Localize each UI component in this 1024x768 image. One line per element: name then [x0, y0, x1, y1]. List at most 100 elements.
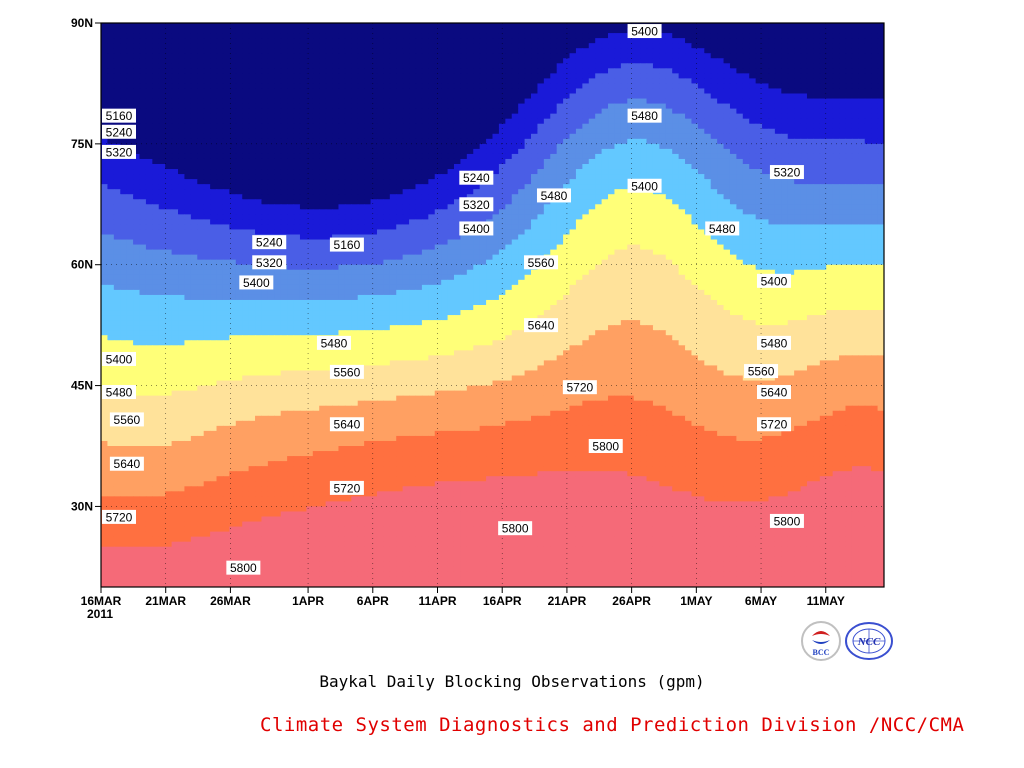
contour-cell — [633, 53, 641, 59]
contour-cell — [312, 209, 320, 215]
contour-cell — [376, 189, 384, 195]
contour-cell — [274, 143, 282, 150]
contour-cell — [672, 138, 680, 145]
contour-cell — [255, 158, 263, 165]
contour-cell — [409, 148, 417, 155]
contour-cell — [608, 78, 616, 85]
contour-cell — [601, 68, 609, 74]
contour-cell — [126, 164, 134, 170]
contour-cell — [659, 73, 667, 79]
contour-cell — [299, 143, 307, 150]
contour-cell — [742, 199, 750, 205]
contour-cell — [255, 53, 263, 59]
contour-cell — [396, 194, 404, 200]
contour-cell — [235, 83, 243, 90]
contour-cell — [595, 224, 603, 231]
contour-cell — [178, 174, 186, 180]
contour-cell — [588, 199, 596, 205]
contour-cell — [864, 108, 872, 115]
contour-cell — [595, 199, 603, 205]
contour-cell — [665, 23, 673, 29]
contour-cell — [441, 158, 449, 165]
contour-cell — [466, 28, 474, 34]
contour-cell — [402, 194, 410, 200]
contour-cell — [543, 184, 551, 190]
contour-cell — [274, 53, 282, 59]
contour-cell — [556, 68, 564, 74]
contour-cell — [242, 88, 250, 95]
contour-cell — [332, 98, 340, 105]
contour-cell — [550, 164, 558, 170]
contour-cell — [299, 38, 307, 44]
contour-cell — [652, 158, 660, 165]
contour-cell — [736, 123, 744, 130]
contour-cell — [518, 53, 526, 59]
contour-cell — [742, 98, 750, 105]
contour-cell — [774, 123, 782, 130]
contour-cell — [762, 33, 770, 39]
contour-cell — [800, 153, 808, 160]
contour-cell — [717, 153, 725, 160]
contour-cell — [216, 43, 224, 49]
contour-cell — [518, 83, 526, 90]
contour-cell — [813, 199, 821, 205]
contour-cell — [498, 194, 506, 200]
contour-cell — [178, 214, 186, 220]
contour-cell — [486, 184, 494, 190]
contour-cell — [794, 219, 802, 226]
contour-cell — [505, 88, 513, 95]
contour-cell — [550, 28, 558, 34]
contour-cell — [787, 179, 795, 185]
contour-cell — [768, 209, 776, 215]
contour-cell — [447, 199, 455, 205]
contour-cell — [319, 214, 327, 220]
contour-cell — [216, 209, 224, 215]
contour-cell — [210, 33, 218, 39]
contour-cell — [274, 103, 282, 110]
contour-cell — [826, 184, 834, 190]
contour-cell — [665, 209, 673, 215]
contour-cell — [685, 169, 693, 175]
contour-cell — [396, 23, 404, 29]
contour-cell — [274, 199, 282, 205]
contour-cell — [774, 68, 782, 74]
contour-cell — [531, 174, 539, 180]
contour-cell — [588, 33, 596, 39]
contour-cell — [575, 28, 583, 34]
contour-cell — [640, 153, 648, 160]
contour-cell — [126, 194, 134, 200]
contour-cell — [492, 164, 500, 170]
contour-cell — [742, 133, 750, 140]
contour-cell — [441, 184, 449, 190]
contour-cell — [158, 48, 166, 54]
contour-cell — [563, 143, 571, 150]
contour-cell — [672, 123, 680, 130]
contour-cell — [447, 133, 455, 140]
contour-cell — [210, 73, 218, 79]
contour-cell — [158, 113, 166, 120]
contour-cell — [319, 199, 327, 205]
contour-cell — [819, 174, 827, 180]
contour-cell — [806, 169, 814, 175]
contour-cell — [832, 164, 840, 170]
contour-cell — [376, 93, 384, 100]
contour-cell — [222, 128, 230, 135]
contour-cell — [229, 209, 237, 215]
contour-cell — [652, 199, 660, 205]
contour-cell — [235, 209, 243, 215]
contour-cell — [717, 164, 725, 170]
contour-cell — [274, 68, 282, 74]
contour-cell — [678, 43, 686, 49]
contour-cell — [685, 209, 693, 215]
contour-cell — [306, 158, 314, 165]
contour-cell — [755, 73, 763, 79]
contour-cell — [845, 174, 853, 180]
contour-cell — [697, 153, 705, 160]
contour-cell — [691, 53, 699, 59]
contour-cell — [190, 174, 198, 180]
contour-cell — [697, 194, 705, 200]
contour-cell — [871, 219, 879, 226]
contour-cell — [447, 148, 455, 155]
contour-cell — [537, 133, 545, 140]
contour-cell — [210, 83, 218, 90]
